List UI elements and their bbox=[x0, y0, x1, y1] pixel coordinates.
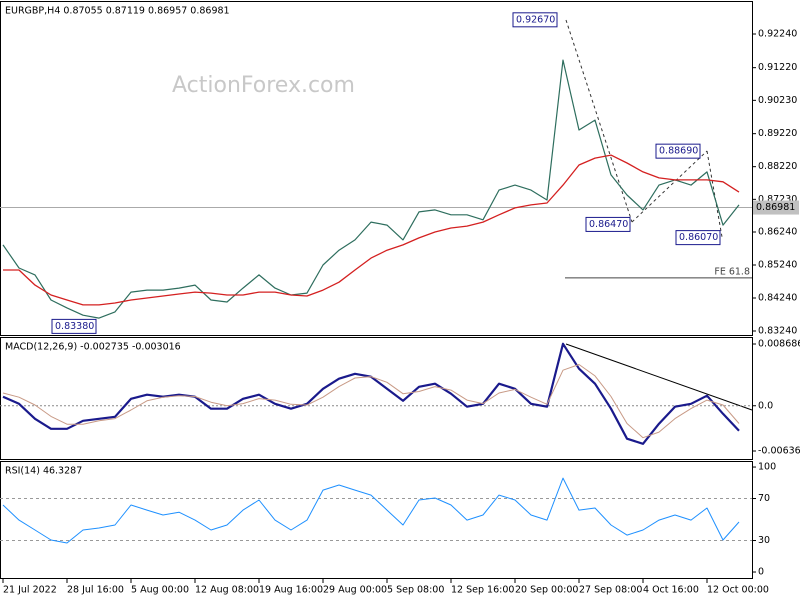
y-tick-label: 0.88220 bbox=[758, 161, 797, 172]
x-tick-label: 5 Aug 00:00 bbox=[131, 585, 189, 596]
annotation-box bbox=[512, 12, 558, 28]
y-tick-label: 70 bbox=[758, 493, 770, 504]
macd-panel bbox=[0, 337, 753, 460]
annotation-box bbox=[655, 143, 701, 159]
y-tick-label: 0.84240 bbox=[758, 293, 797, 304]
y-tick-label: 0 bbox=[758, 567, 764, 578]
series-line bbox=[2, 477, 740, 544]
annotation-label: 0.83380 bbox=[55, 321, 94, 332]
y-tick-label: 0.89220 bbox=[758, 128, 797, 139]
y-tick-label: 0.83240 bbox=[758, 326, 797, 337]
last-price-label: 0.86981 bbox=[756, 202, 795, 213]
x-tick-label: 12 Oct 00:00 bbox=[707, 585, 769, 596]
macd-trendline bbox=[565, 343, 753, 411]
y-tick-label: 0.87230 bbox=[758, 194, 797, 205]
panel-title: EURGBP,H4 0.87055 0.87119 0.86957 0.8698… bbox=[5, 6, 230, 17]
y-tick-label: 0.0 bbox=[758, 400, 773, 411]
series-line bbox=[3, 154, 740, 306]
y-tick-label: 100 bbox=[758, 462, 776, 473]
wave-line bbox=[631, 150, 708, 223]
x-tick-label: 20 Sep 00:00 bbox=[515, 585, 578, 596]
price-panel bbox=[0, 1, 753, 336]
y-tick-label: 0.85240 bbox=[758, 260, 797, 271]
y-tick-label: 0.91220 bbox=[758, 62, 797, 73]
panel-title: RSI(14) 46.3287 bbox=[5, 466, 82, 477]
x-tick-label: 12 Sep 16:00 bbox=[451, 585, 514, 596]
y-tick-label: -0.006366 bbox=[758, 446, 800, 457]
series-line bbox=[2, 59, 740, 319]
x-tick-label: 28 Jul 16:00 bbox=[67, 585, 124, 596]
fe-label: FE 61.8 bbox=[714, 266, 750, 277]
y-tick-label: 0.86240 bbox=[758, 227, 797, 238]
panel-title: MACD(12,26,9) -0.002735 -0.003016 bbox=[5, 342, 181, 353]
watermark: ActionForex.com bbox=[172, 73, 355, 98]
annotation-box bbox=[585, 216, 631, 232]
last-price-box bbox=[753, 200, 799, 215]
x-tick-label: 27 Sep 08:00 bbox=[579, 585, 642, 596]
x-tick-label: 12 Aug 08:00 bbox=[195, 585, 259, 596]
y-tick-label: 30 bbox=[758, 535, 770, 546]
x-tick-label: 29 Aug 00:00 bbox=[323, 585, 387, 596]
y-tick-label: 0.008686 bbox=[758, 339, 800, 350]
y-tick-label: 0.92240 bbox=[758, 29, 797, 40]
annotation-label: 0.88690 bbox=[659, 146, 698, 157]
rsi-panel bbox=[0, 461, 753, 579]
annotation-label: 0.86070 bbox=[679, 232, 718, 243]
wave-line bbox=[706, 150, 723, 238]
x-tick-label: 21 Jul 2022 bbox=[3, 585, 57, 596]
x-tick-label: 19 Aug 16:00 bbox=[259, 585, 323, 596]
annotation-box bbox=[675, 230, 721, 246]
annotation-label: 0.92670 bbox=[516, 14, 555, 25]
annotation-box bbox=[51, 318, 97, 334]
x-tick-label: 5 Sep 08:00 bbox=[387, 585, 444, 596]
series-line bbox=[2, 364, 740, 439]
annotation-label: 0.86470 bbox=[589, 219, 628, 230]
x-tick-label: 4 Oct 16:00 bbox=[643, 585, 699, 596]
y-tick-label: 0.90230 bbox=[758, 95, 797, 106]
